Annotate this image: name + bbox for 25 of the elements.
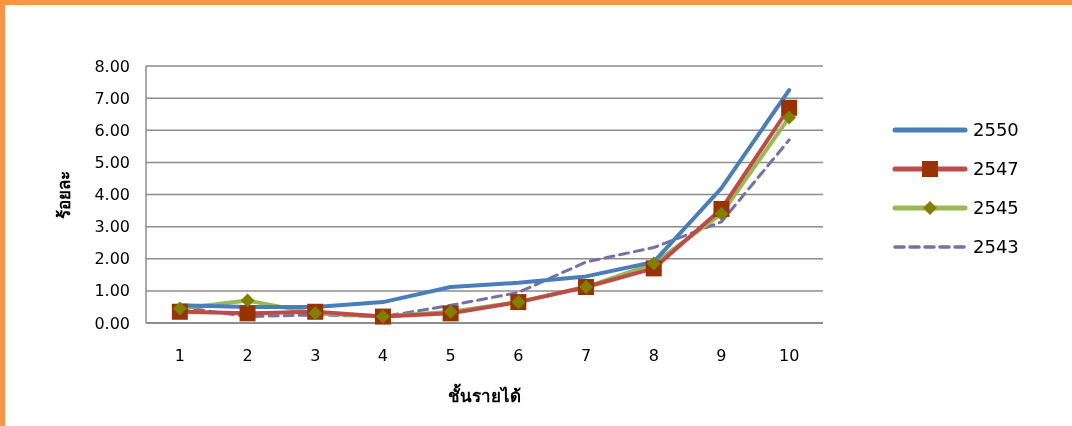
- x-tick-label: 8: [648, 346, 659, 365]
- y-tick-label: 8.00: [94, 56, 130, 76]
- x-tick-label: 7: [580, 346, 592, 365]
- y-tick-label: 7.00: [94, 88, 130, 108]
- y-tick-label: 4.00: [94, 185, 130, 205]
- x-tick-label: 3: [310, 346, 321, 365]
- x-tick-label: 5: [445, 346, 456, 365]
- y-tick-label: 2.00: [94, 249, 130, 269]
- x-tick-label: 2: [242, 346, 253, 365]
- y-axis-title: ร้อยละ: [54, 170, 74, 219]
- x-tick-label: 6: [513, 346, 524, 365]
- y-tick-label: 6.00: [94, 120, 130, 140]
- x-tick-label: 1: [174, 346, 185, 365]
- y-tick-label: 0.00: [94, 313, 130, 333]
- x-tick-label: 10: [778, 346, 800, 365]
- legend-label: 2543: [973, 236, 1019, 258]
- x-tick-label: 4: [377, 346, 389, 365]
- legend-label: 2547: [973, 158, 1019, 180]
- legend-label: 2545: [973, 197, 1019, 219]
- x-tick-label: 9: [716, 346, 727, 365]
- x-axis-title: ชั้นรายได้: [448, 383, 521, 406]
- legend-label: 2550: [973, 119, 1019, 141]
- y-tick-label: 3.00: [94, 217, 130, 237]
- y-tick-label: 5.00: [94, 152, 130, 172]
- y-tick-label: 1.00: [94, 281, 130, 301]
